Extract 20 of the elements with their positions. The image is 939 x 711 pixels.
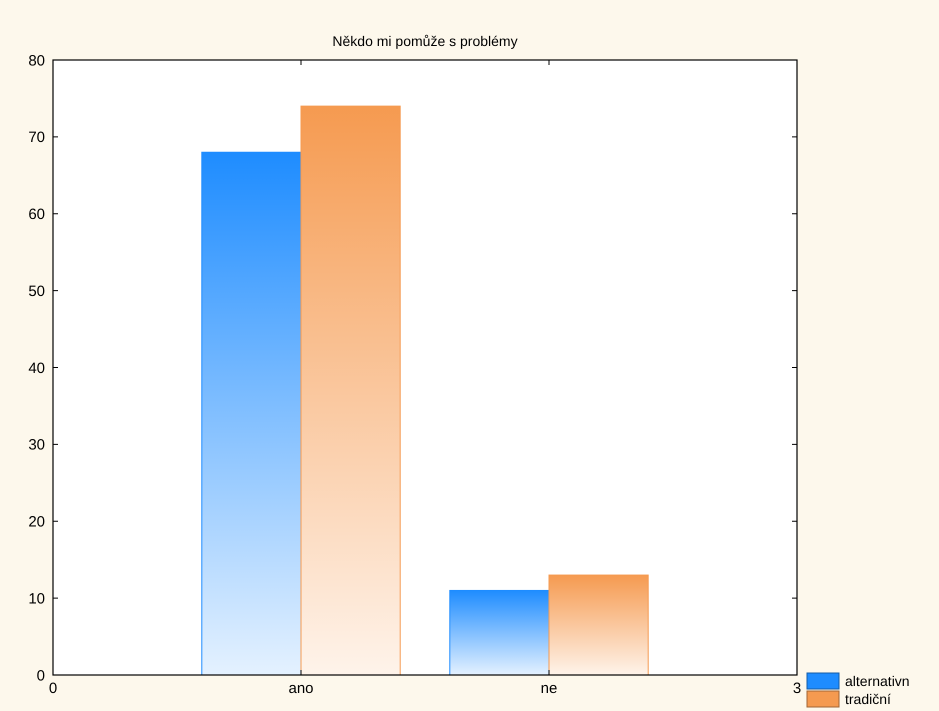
bar — [300, 106, 401, 676]
y-tick-label: 60 — [28, 206, 45, 223]
x-tick-label: 3 — [792, 680, 802, 697]
y-tick-label: 70 — [28, 129, 45, 146]
chart-title: Někdo mi pomůže s problémy — [332, 33, 518, 49]
bar — [201, 152, 302, 676]
y-tick-label: 40 — [28, 360, 45, 377]
bar — [548, 574, 649, 676]
y-tick-label: 50 — [28, 282, 45, 300]
legend-label: tradiční — [845, 690, 892, 707]
legend-label: alternativn — [845, 672, 910, 689]
y-tick-label: 80 — [28, 52, 45, 70]
y-tick-label: 30 — [28, 436, 45, 454]
x-tick-label: ne — [540, 680, 558, 697]
x-tick-label: 0 — [48, 680, 58, 697]
x-tick-label: ano — [288, 680, 314, 697]
y-tick-label: 20 — [28, 514, 45, 530]
y-tick-label: 10 — [28, 590, 45, 608]
bar — [449, 590, 550, 676]
y-tick-label: 0 — [36, 667, 45, 684]
